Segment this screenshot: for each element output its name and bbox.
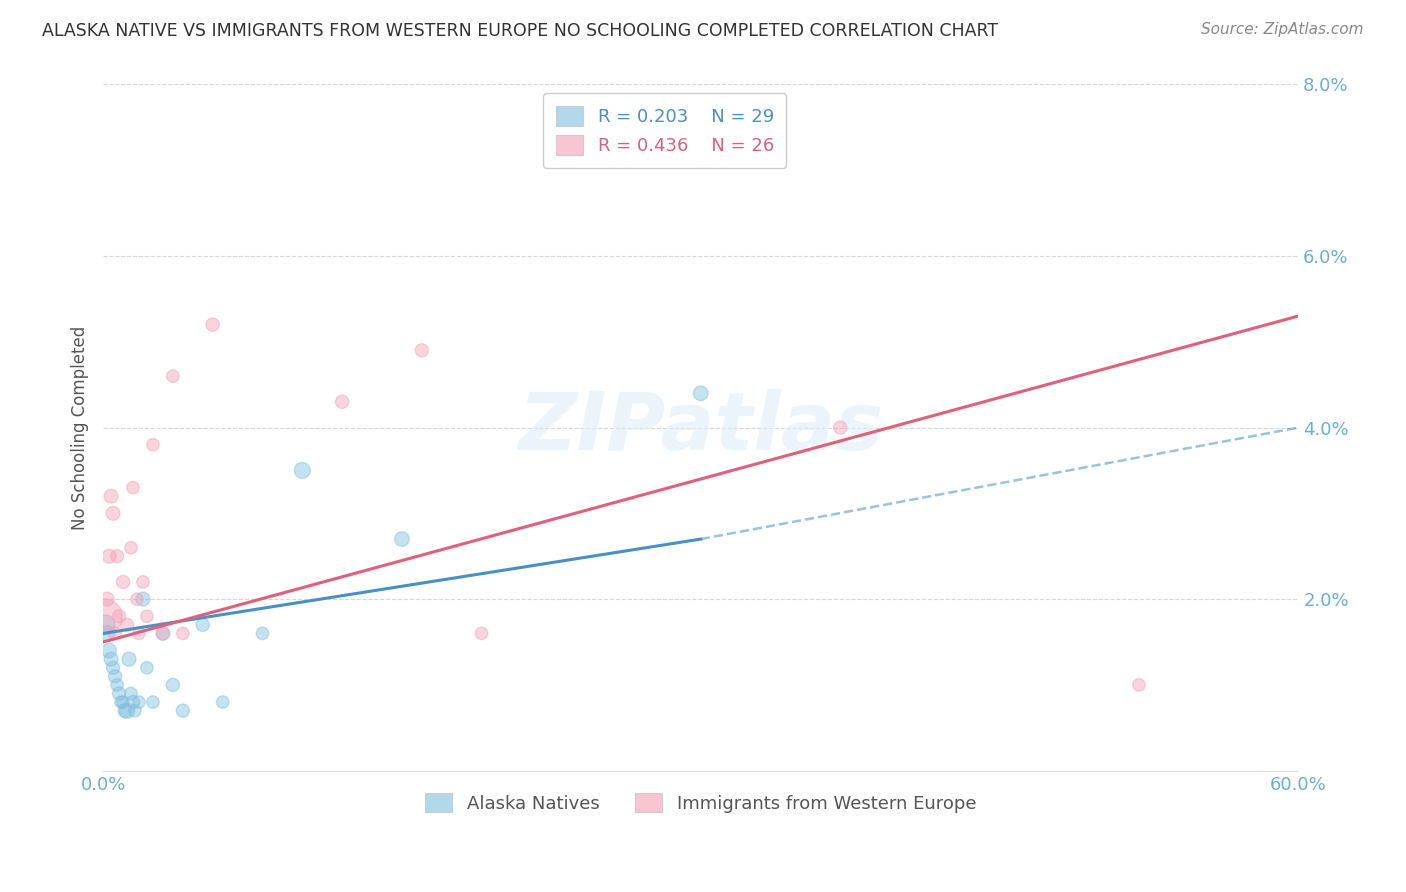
Point: [122, 481, 145, 495]
Point: [104, 626, 127, 640]
Point: [152, 626, 174, 640]
Point: [291, 463, 314, 477]
Point: [98, 643, 121, 657]
Point: [136, 609, 159, 624]
Point: [122, 695, 145, 709]
Point: [471, 626, 494, 640]
Point: [105, 678, 128, 692]
Point: [112, 574, 135, 589]
Text: Source: ZipAtlas.com: Source: ZipAtlas.com: [1201, 22, 1364, 37]
Point: [330, 394, 353, 409]
Point: [201, 318, 224, 332]
Point: [132, 592, 155, 607]
Point: [689, 386, 711, 401]
Legend: Alaska Natives, Immigrants from Western Europe: Alaska Natives, Immigrants from Western …: [415, 782, 987, 823]
Y-axis label: No Schooling Completed: No Schooling Completed: [72, 326, 89, 530]
Point: [120, 541, 142, 555]
Point: [136, 661, 159, 675]
Point: [101, 507, 124, 521]
Point: [172, 704, 194, 718]
Point: [108, 609, 131, 624]
Point: [191, 618, 214, 632]
Point: [94, 609, 117, 624]
Point: [94, 618, 117, 632]
Point: [142, 695, 165, 709]
Point: [142, 438, 165, 452]
Point: [101, 661, 124, 675]
Point: [411, 343, 433, 358]
Point: [128, 626, 150, 640]
Point: [172, 626, 194, 640]
Point: [100, 489, 122, 503]
Point: [162, 678, 184, 692]
Point: [128, 695, 150, 709]
Point: [1128, 678, 1150, 692]
Point: [124, 704, 146, 718]
Point: [108, 686, 131, 700]
Point: [211, 695, 233, 709]
Point: [252, 626, 274, 640]
Point: [110, 695, 132, 709]
Point: [112, 695, 135, 709]
Point: [96, 592, 118, 607]
Text: ALASKA NATIVE VS IMMIGRANTS FROM WESTERN EUROPE NO SCHOOLING COMPLETED CORRELATI: ALASKA NATIVE VS IMMIGRANTS FROM WESTERN…: [42, 22, 998, 40]
Point: [132, 574, 155, 589]
Text: ZIPatlas: ZIPatlas: [519, 389, 883, 467]
Point: [100, 652, 122, 666]
Point: [391, 532, 413, 546]
Point: [105, 549, 128, 564]
Point: [830, 420, 852, 434]
Point: [115, 704, 138, 718]
Point: [118, 652, 141, 666]
Point: [162, 369, 184, 384]
Point: [152, 626, 174, 640]
Point: [115, 618, 138, 632]
Point: [104, 669, 127, 683]
Point: [114, 704, 136, 718]
Point: [96, 626, 118, 640]
Point: [98, 549, 121, 564]
Point: [120, 686, 142, 700]
Point: [125, 592, 148, 607]
